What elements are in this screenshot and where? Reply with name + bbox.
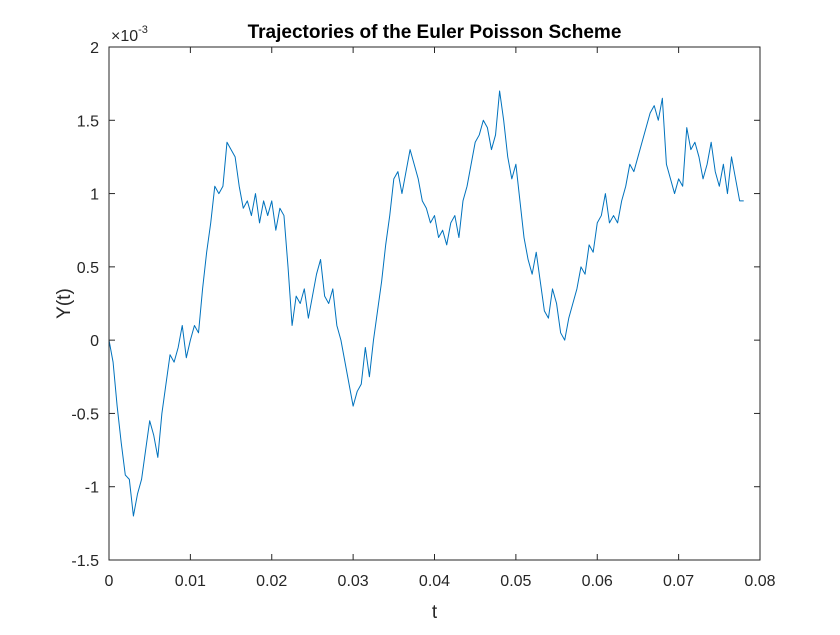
tick-layer: 0 0.01 0.02 0.03 0.04 0.05 0.06 0.07 0.08 -1.5 -1 -… xyxy=(71,40,775,590)
data-layer xyxy=(108,90,744,517)
x-tick-label: 0.07 xyxy=(663,573,694,590)
x-tick-label: 0.04 xyxy=(419,573,450,590)
chart-title: Trajectories of the Euler Poisson Scheme xyxy=(248,22,622,43)
x-tick-label: 0.03 xyxy=(338,573,369,590)
x-tick-label: 0.08 xyxy=(744,573,775,590)
y-tick-label: -1.5 xyxy=(71,553,99,570)
x-tick-label: 0 xyxy=(105,573,114,590)
y-tick-label: -1 xyxy=(85,480,99,497)
y-tick-label: -0.5 xyxy=(71,406,99,423)
y-tick-label: 1 xyxy=(90,187,99,204)
x-tick-label: 0.05 xyxy=(500,573,531,590)
y-tick-label: 0 xyxy=(90,333,99,350)
y-exponent-base: ×10 xyxy=(111,28,138,45)
x-axis-label: t xyxy=(432,602,438,623)
x-tick-label: 0.06 xyxy=(582,573,613,590)
x-tick-label: 0.01 xyxy=(175,573,206,590)
y-exponent-power: -3 xyxy=(138,24,148,36)
y-exponent-label: ×10-3 xyxy=(111,24,148,45)
y-tick-label: 2 xyxy=(90,40,99,57)
y-tick-label: 1.5 xyxy=(77,113,99,130)
axes-background xyxy=(109,47,760,560)
x-tick-label: 0.02 xyxy=(256,573,287,590)
y-tick-label: 0.5 xyxy=(77,260,99,277)
series-line xyxy=(108,90,744,517)
y-axis-label: Y(t) xyxy=(54,288,75,319)
